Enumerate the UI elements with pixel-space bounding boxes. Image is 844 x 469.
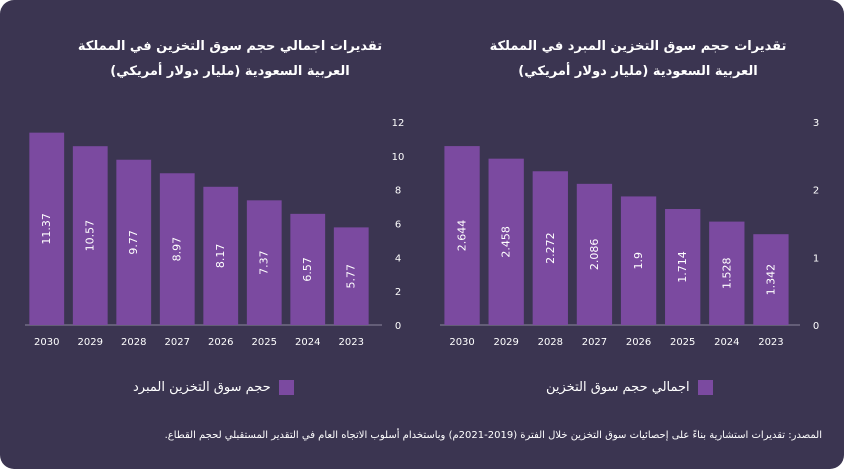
right-chart-title: تقديرات حجم سوق التخزين المبرد في المملك… (489, 39, 787, 79)
left-y-tick-label: 10 (392, 152, 405, 163)
right-x-tick-label: 2023 (758, 337, 783, 348)
right-bar-2027 (576, 183, 613, 325)
right-data-label-2027: 2.086 (588, 239, 601, 270)
left-legend-swatch (278, 380, 294, 395)
left-x-tick-label: 2025 (252, 337, 277, 348)
left-y-tick-label: 12 (392, 118, 405, 129)
left-x-tick-label: 2030 (34, 337, 59, 348)
right-x-tick-label: 2029 (493, 337, 518, 348)
right-y-tick-label: 3 (813, 118, 819, 129)
right-y-tick-label: 2 (813, 186, 819, 197)
left-y-tick-label: 8 (395, 186, 401, 197)
left-x-tick-label: 2027 (165, 337, 190, 348)
left-chart-title: تقديرات اجمالي حجم سوق التخزين في المملك… (77, 39, 383, 79)
left-x-tick-label: 2026 (208, 337, 233, 348)
right-data-label-2023: 1.342 (764, 264, 777, 296)
right-data-label-2024: 1.528 (720, 258, 733, 290)
left-y-tick-label: 0 (395, 321, 401, 332)
right-legend: اجمالي حجم سوق التخزين (546, 380, 713, 395)
left-bar-2025 (246, 200, 282, 325)
left-data-label-2024: 6.57 (301, 257, 314, 282)
right-bar-2026 (620, 196, 657, 325)
right-bar-2028 (532, 171, 568, 325)
right-x-tick-label: 2025 (670, 337, 695, 348)
left-data-label-2025: 7.37 (258, 250, 271, 275)
right-bar-2023 (753, 234, 789, 325)
left-bar-2028 (116, 159, 152, 325)
left-data-label-2030: 11.37 (40, 213, 53, 245)
left-x-tick-label: 2028 (121, 337, 146, 348)
left-legend: حجم سوق التخزين المبرد (133, 380, 294, 395)
right-bar-2030 (444, 146, 480, 325)
left-x-tick-label: 2029 (78, 337, 103, 348)
left-data-label-2023: 5.77 (345, 264, 358, 289)
left-data-label-2029: 10.57 (84, 220, 97, 252)
right-data-label-2025: 1.714 (676, 251, 689, 283)
left-bar-2030 (29, 132, 65, 325)
right-x-tick-label: 2026 (626, 337, 651, 348)
right-data-label-2029: 2.458 (500, 226, 513, 257)
source-note: المصدر: تقديرات استشارية بناءً على إحصائ… (164, 430, 822, 441)
left-data-label-2027: 8.97 (171, 237, 184, 262)
right-x-tick-label: 2030 (449, 337, 474, 348)
right-data-label-2028: 2.272 (544, 232, 557, 264)
left-bar-2023 (333, 227, 369, 325)
left-y-tick-label: 6 (395, 220, 401, 231)
right-bar-2025 (665, 209, 701, 325)
left-x-tick-label: 2024 (295, 337, 320, 348)
left-bar-2027 (159, 173, 195, 325)
left-legend-label: حجم سوق التخزين المبرد (133, 380, 271, 395)
right-data-label-2026: 1.9 (632, 252, 645, 270)
right-x-tick-label: 2024 (714, 337, 739, 348)
left-bar-2026 (203, 186, 239, 325)
left-y-tick-label: 2 (395, 287, 401, 298)
right-bar-2024 (709, 221, 745, 325)
right-data-label-2030: 2.644 (456, 220, 469, 252)
right-bar-2029 (488, 158, 524, 325)
right-y-tick-label: 0 (813, 321, 819, 332)
right-y-tick-label: 1 (813, 253, 819, 264)
right-legend-label: اجمالي حجم سوق التخزين (546, 380, 690, 395)
left-data-label-2028: 9.77 (127, 230, 140, 255)
left-y-tick-label: 4 (395, 253, 401, 264)
left-data-label-2026: 8.17 (214, 244, 227, 269)
left-bar-2029 (72, 146, 108, 325)
right-legend-swatch (697, 380, 713, 395)
right-x-tick-label: 2028 (538, 337, 563, 348)
left-x-tick-label: 2023 (339, 337, 364, 348)
left-bar-2024 (290, 213, 326, 325)
right-x-tick-label: 2027 (582, 337, 607, 348)
